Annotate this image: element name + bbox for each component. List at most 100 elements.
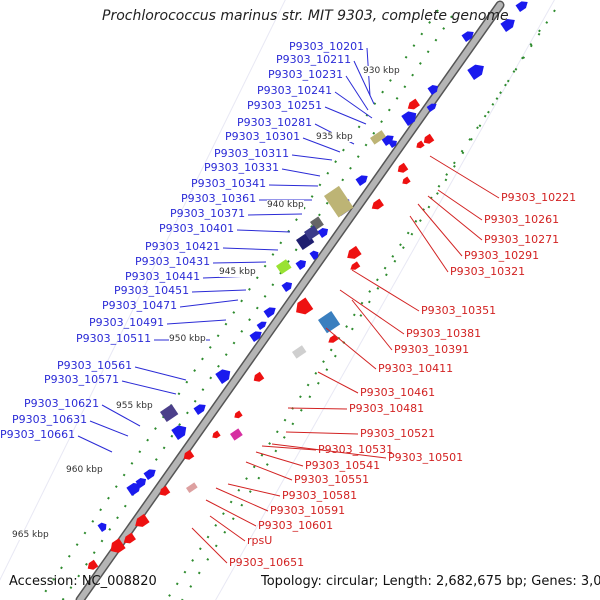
reverse-gene-arrow[interactable]: [211, 430, 221, 440]
reverse-gene-label[interactable]: P9303_10461: [360, 386, 436, 399]
leader-line: [191, 527, 228, 564]
forward-gene-label[interactable]: P9303_10401: [159, 222, 235, 235]
reverse-gene-label[interactable]: P9303_10581: [282, 489, 358, 502]
reverse-gene-arrow[interactable]: [415, 140, 425, 150]
reverse-gene-arrow[interactable]: [158, 485, 171, 498]
reverse-gene-arrow[interactable]: [233, 410, 243, 420]
reverse-gene-label[interactable]: P9303_10591: [270, 504, 346, 517]
reverse-gene-label[interactable]: P9303_10601: [258, 519, 334, 532]
reverse-gene-arrow[interactable]: [396, 162, 409, 175]
forward-gene-label[interactable]: P9303_10661: [0, 428, 76, 441]
reverse-gene-arrow[interactable]: [122, 532, 136, 546]
tick-label: 950 kbp: [169, 334, 206, 344]
reverse-gene-arrow[interactable]: [401, 176, 411, 186]
forward-gene-label[interactable]: P9303_10491: [89, 316, 165, 329]
reverse-gene-label[interactable]: P9303_10411: [378, 362, 454, 375]
forward-gene-arrow[interactable]: [515, 0, 530, 12]
forward-gene-arrow[interactable]: [467, 61, 487, 81]
forward-gene-label[interactable]: P9303_10511: [76, 332, 152, 345]
forward-gene-arrow[interactable]: [215, 366, 233, 384]
forward-gene-label[interactable]: P9303_10231: [268, 68, 344, 81]
forward-gene-arrow[interactable]: [317, 226, 331, 238]
reverse-gene-label[interactable]: P9303_10271: [484, 233, 560, 246]
forward-gene-label[interactable]: P9303_10471: [102, 299, 178, 312]
forward-gene-arrow[interactable]: [249, 329, 264, 342]
forward-gene-label[interactable]: P9303_10441: [125, 270, 201, 283]
forward-gene-arrow[interactable]: [500, 16, 517, 32]
forward-gene-label[interactable]: P9303_10451: [114, 284, 190, 297]
forward-gene-label[interactable]: P9303_10371: [170, 207, 246, 220]
gene-feature-block[interactable]: [292, 345, 307, 359]
reverse-gene-label[interactable]: P9303_10391: [394, 343, 470, 356]
forward-gene-arrow[interactable]: [461, 29, 476, 42]
forward-gene-label[interactable]: P9303_10361: [181, 192, 257, 205]
reverse-gene-arrow[interactable]: [132, 513, 150, 530]
forward-gene-label[interactable]: P9303_10421: [145, 240, 221, 253]
reverse-gene-label[interactable]: P9303_10481: [349, 402, 425, 415]
reverse-gene-label[interactable]: P9303_10531: [318, 443, 394, 456]
forward-gene-arrow[interactable]: [126, 480, 143, 496]
gene-feature-block[interactable]: [370, 130, 387, 145]
forward-gene-arrow[interactable]: [295, 258, 309, 270]
reverse-gene-arrow[interactable]: [182, 449, 195, 462]
reverse-gene-label[interactable]: P9303_10551: [294, 473, 370, 486]
forward-gene-arrow[interactable]: [309, 249, 321, 260]
forward-gene-label[interactable]: P9303_10621: [24, 397, 100, 410]
reverse-gene-arrow[interactable]: [252, 371, 265, 384]
reverse-gene-label[interactable]: rpsU: [247, 534, 273, 547]
gene-feature-block[interactable]: [317, 311, 341, 334]
forward-gene-arrow[interactable]: [355, 173, 370, 186]
reverse-gene-label[interactable]: P9303_10321: [450, 265, 526, 278]
gene-feature-block[interactable]: [160, 404, 179, 422]
gene-feature-block[interactable]: [303, 225, 320, 241]
forward-gene-arrow[interactable]: [193, 402, 208, 415]
forward-gene-label[interactable]: P9303_10241: [257, 84, 333, 97]
forward-gene-label[interactable]: P9303_10301: [225, 130, 301, 143]
forward-gene-arrow[interactable]: [381, 133, 396, 146]
forward-gene-arrow[interactable]: [97, 521, 109, 532]
reverse-gene-label[interactable]: P9303_10381: [406, 327, 482, 340]
gc-track-inner: [38, 9, 439, 600]
reverse-gene-label[interactable]: P9303_10501: [388, 451, 464, 464]
gene-feature-block[interactable]: [186, 482, 198, 493]
forward-gene-label[interactable]: P9303_10311: [214, 147, 290, 160]
forward-gene-arrow[interactable]: [426, 101, 439, 112]
forward-gene-arrow[interactable]: [135, 476, 149, 488]
gene-feature-block[interactable]: [324, 185, 354, 218]
reverse-gene-arrow[interactable]: [406, 98, 420, 112]
reverse-gene-arrow[interactable]: [349, 261, 361, 272]
reverse-gene-arrow[interactable]: [422, 133, 435, 146]
forward-gene-label[interactable]: P9303_10341: [191, 177, 267, 190]
forward-gene-arrow[interactable]: [427, 83, 441, 95]
reverse-gene-label[interactable]: P9303_10221: [501, 191, 577, 204]
reverse-gene-arrow[interactable]: [107, 538, 126, 556]
forward-gene-arrow[interactable]: [143, 467, 158, 480]
forward-gene-arrow[interactable]: [388, 139, 399, 148]
forward-gene-label[interactable]: P9303_10571: [44, 373, 120, 386]
reverse-gene-arrow[interactable]: [292, 297, 314, 318]
forward-gene-label[interactable]: P9303_10281: [237, 116, 313, 129]
forward-gene-label[interactable]: P9303_10561: [57, 359, 133, 372]
forward-gene-label[interactable]: P9303_10201: [289, 40, 365, 53]
reverse-gene-arrow[interactable]: [344, 245, 362, 262]
forward-gene-label[interactable]: P9303_10251: [247, 99, 323, 112]
forward-gene-arrow[interactable]: [256, 319, 269, 330]
forward-gene-label[interactable]: P9303_10211: [276, 53, 352, 66]
reverse-gene-label[interactable]: P9303_10261: [484, 213, 560, 226]
reverse-gene-label[interactable]: P9303_10651: [229, 556, 305, 569]
forward-gene-arrow[interactable]: [281, 280, 295, 292]
reverse-gene-label[interactable]: P9303_10291: [464, 249, 540, 262]
gene-feature-block[interactable]: [275, 259, 292, 275]
reverse-gene-label[interactable]: P9303_10351: [421, 304, 497, 317]
forward-gene-arrow[interactable]: [171, 422, 189, 440]
reverse-gene-label[interactable]: P9303_10541: [305, 459, 381, 472]
forward-gene-arrow[interactable]: [263, 305, 278, 318]
gene-feature-block[interactable]: [230, 428, 243, 441]
reverse-gene-label[interactable]: P9303_10521: [360, 427, 436, 440]
forward-gene-label[interactable]: P9303_10331: [204, 161, 280, 174]
forward-gene-arrow[interactable]: [401, 108, 419, 127]
reverse-gene-arrow[interactable]: [370, 198, 384, 212]
forward-gene-label[interactable]: P9303_10631: [12, 413, 88, 426]
forward-gene-label[interactable]: P9303_10431: [135, 255, 211, 268]
reverse-gene-arrow[interactable]: [86, 559, 99, 572]
